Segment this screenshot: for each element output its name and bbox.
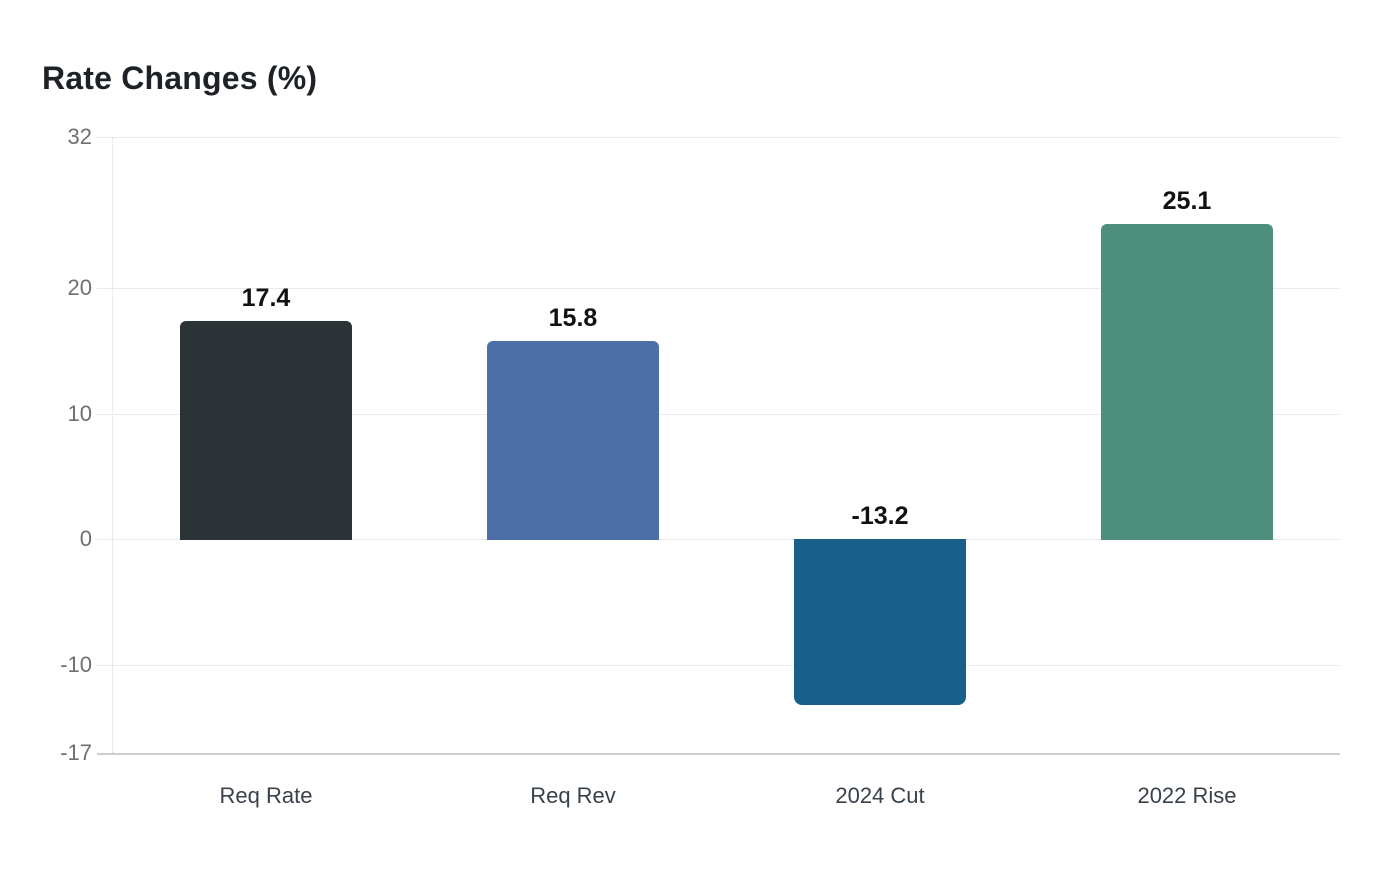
x-tick-label: 2022 Rise [1137,783,1237,808]
x-tick-label: Req Rate [219,783,313,808]
gridline-y-10 [97,414,1340,415]
bar-value-label: 17.4 [241,284,291,312]
gridline-y-0 [97,539,1340,540]
gridline-y-20 [97,288,1340,289]
x-tick-label: Req Rev [530,783,616,808]
y-tick-label: 32 [67,124,92,149]
y-tick-label: -10 [60,652,92,677]
x-tick-label: 2024 Cut [835,783,925,808]
bar-req-rate [180,321,352,540]
y-tick-label: 20 [67,275,92,300]
y-axis-line [112,137,113,753]
chart-title: Rate Changes (%) [42,60,318,96]
bar-2024-cut [794,539,966,705]
gridline-y--10 [97,665,1340,666]
gridline-y-32 [97,137,1340,138]
y-tick-label: 10 [67,401,92,426]
bar-2022-rise [1101,224,1273,540]
y-tick-label: -17 [60,740,92,765]
bar-value-label: -13.2 [851,502,909,530]
gridline-y--17 [97,753,1340,755]
bar-value-label: 15.8 [548,304,598,332]
y-tick-label: 0 [79,526,92,551]
bar-value-label: 25.1 [1162,187,1212,215]
bar-req-rev [487,341,659,540]
